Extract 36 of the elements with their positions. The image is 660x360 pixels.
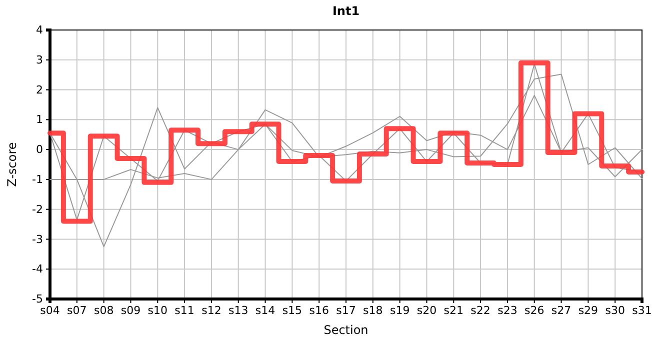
x-tick-label: s09 [120,304,141,317]
y-tick-label: -4 [32,262,43,276]
x-tick-label: s27 [551,304,572,317]
y-tick-label: -5 [32,292,43,306]
x-tick-label: s15 [282,304,302,317]
y-tick-label: 2 [36,83,43,96]
x-tick-label: s29 [578,304,598,317]
x-tick-label: s17 [336,304,356,317]
x-axis-title: Section [324,323,368,337]
x-tick-label: s07 [67,304,87,317]
y-tick-label: 4 [36,24,43,37]
x-tick-label: s31 [632,304,652,317]
y-tick-label: 3 [36,53,43,66]
x-tick-label: s10 [148,304,168,317]
x-tick-label: s26 [524,304,544,317]
y-tick-label: 1 [36,113,43,126]
y-tick-label: -2 [32,202,43,216]
x-tick-label: s30 [605,304,625,317]
x-tick-label: s20 [416,304,437,317]
x-tick-label: s22 [470,304,490,317]
y-tick-label: 0 [36,143,43,156]
x-tick-label: s21 [444,304,464,317]
x-tick-label: s14 [255,304,276,317]
x-tick-label: s18 [363,304,383,317]
x-tick-label: s13 [228,304,248,317]
x-tick-label: s08 [94,304,114,317]
x-tick-label: s04 [40,304,60,317]
y-tick-label: -1 [32,172,43,186]
x-tick-label: s16 [309,304,329,317]
y-axis-title: Z-score [5,142,19,187]
y-tick-label: -3 [32,232,43,246]
x-tick-label: s23 [498,304,518,317]
x-tick-label: s12 [202,304,222,317]
x-tick-label: s11 [174,304,194,317]
x-tick-label: s19 [390,304,410,317]
chart-title: Int1 [332,4,360,18]
